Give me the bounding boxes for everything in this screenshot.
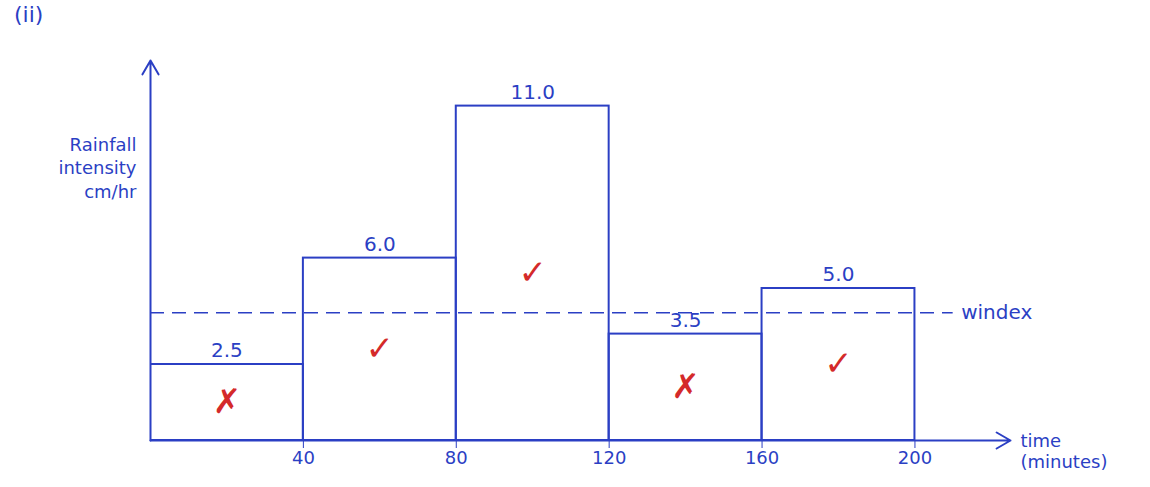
svg-text:160: 160: [745, 447, 779, 468]
svg-text:40: 40: [292, 447, 315, 468]
svg-text:200: 200: [898, 447, 932, 468]
svg-text:windex: windex: [961, 300, 1032, 324]
svg-text:time(minutes): time(minutes): [1021, 430, 1108, 473]
svg-text:2.5: 2.5: [211, 338, 243, 362]
svg-text:Rainfallintensitycm/hr: Rainfallintensitycm/hr: [58, 134, 137, 202]
svg-text:11.0: 11.0: [510, 80, 555, 104]
svg-text:3.5: 3.5: [670, 308, 702, 332]
svg-text:✗: ✗: [671, 366, 700, 406]
svg-text:✓: ✓: [824, 343, 853, 383]
svg-text:✗: ✗: [213, 381, 242, 421]
svg-text:6.0: 6.0: [364, 232, 396, 256]
svg-text:5.0: 5.0: [823, 262, 855, 286]
html-text:(ii): (ii): [14, 2, 44, 27]
svg-text:80: 80: [445, 447, 468, 468]
svg-text:✓: ✓: [518, 252, 547, 292]
svg-text:✓: ✓: [366, 328, 395, 368]
svg-text:120: 120: [592, 447, 626, 468]
